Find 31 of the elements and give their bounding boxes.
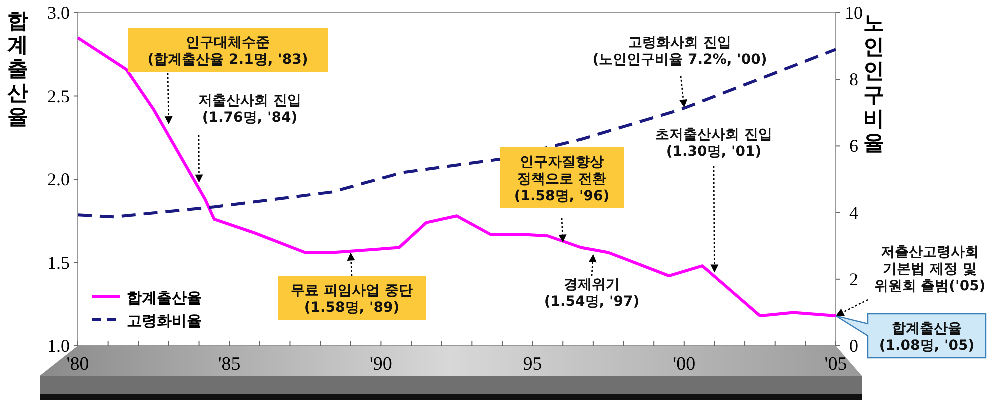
y-tick-label: 1.5 xyxy=(48,252,70,273)
annotation: 무료 피임사업 중단 (1.58명, '89) xyxy=(291,283,413,316)
x-tick-label: '85 xyxy=(218,354,241,375)
annotation: 저출산사회 진입 (1.76명, '84) xyxy=(198,93,302,126)
annotation: 고령화사회 진입 (노인인구비율 7.2%, '00) xyxy=(592,35,768,68)
x-tick-label: 95 xyxy=(523,354,542,375)
x-tick-label: '05 xyxy=(824,354,848,375)
y-tick-label: 2.0 xyxy=(48,170,70,190)
y2-tick-label: 4 xyxy=(850,202,858,223)
y2-tick-label: 0 xyxy=(850,336,858,356)
y-tick-label: 2.5 xyxy=(48,86,70,106)
text: 합계출산율 (1.08명, '05) xyxy=(879,321,975,354)
annotation: 인구대체수준 (합계출산율 2.1명, '83) xyxy=(148,35,308,68)
x-tick-label: '00 xyxy=(673,354,696,375)
y-axis-title: 합계출산율 xyxy=(8,9,28,129)
y2-tick-label: 2 xyxy=(850,269,858,290)
y2-axis-title: 노인인구비율 xyxy=(864,11,884,155)
legend-label: 합계출산율 xyxy=(127,289,202,307)
annotation: 초저출산사회 진입 (1.30명, '01) xyxy=(656,127,772,160)
line-series xyxy=(76,48,838,219)
y-tick-label: 1.0 xyxy=(48,336,70,356)
y2-tick-label: 10 xyxy=(845,3,863,23)
annotation: 경제위기 (1.54명, '97) xyxy=(544,277,640,310)
y2-tick-label: 8 xyxy=(850,70,858,90)
y-tick-label: 3.0 xyxy=(48,3,70,23)
y2-tick-label: 6 xyxy=(850,136,858,156)
annotation: 저출산고령사회 기본법 제정 및 위원회 출범('05) xyxy=(874,244,986,294)
annotation: 인구자질향상 정책으로 전환 (1.58명, '96) xyxy=(514,154,610,204)
legend-label: 고령화비율 xyxy=(127,312,202,330)
x-tick-label: '90 xyxy=(370,354,392,375)
x-tick-label: '80 xyxy=(66,354,90,375)
